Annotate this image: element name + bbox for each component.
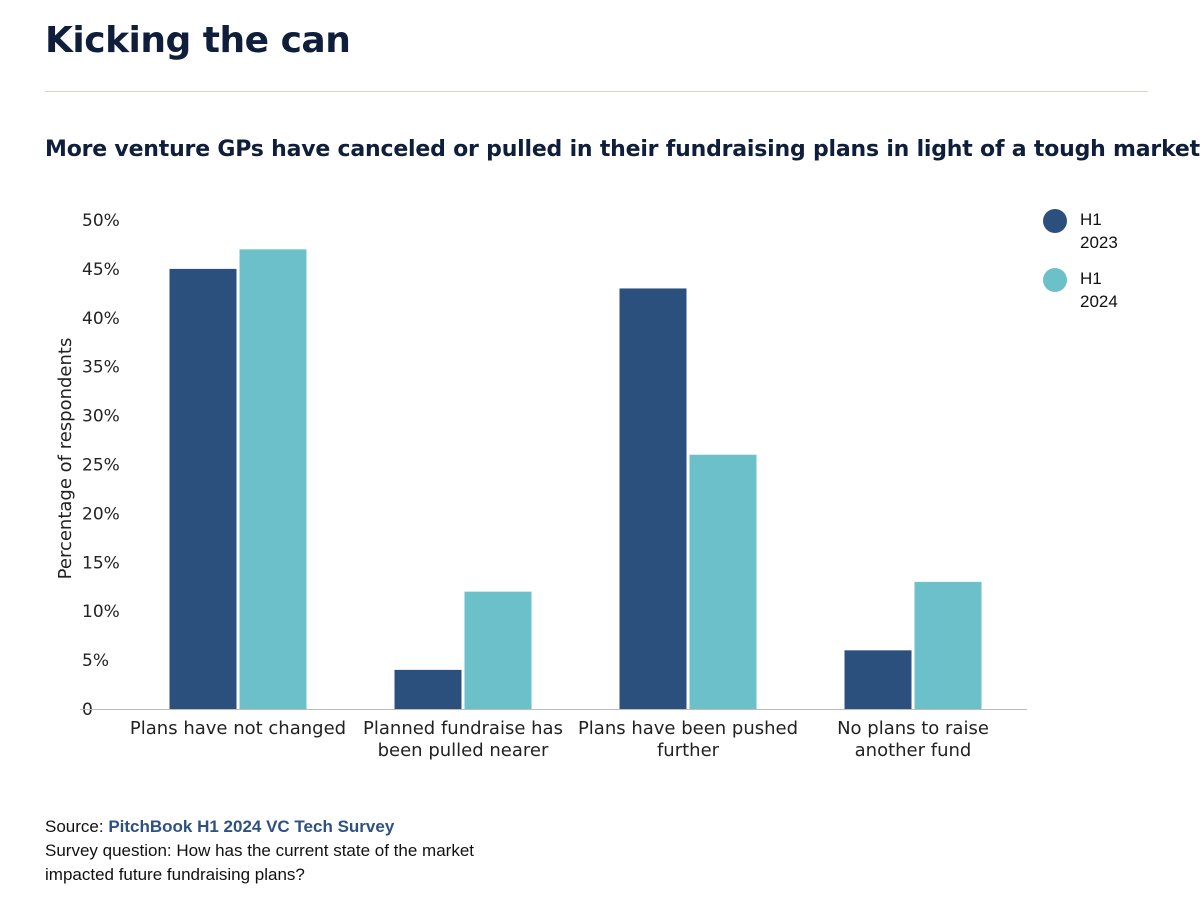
x-tick-label: another fund [855, 740, 972, 761]
y-tick-label: 10% [82, 602, 120, 622]
x-tick-label: been pulled nearer [378, 740, 549, 761]
bar-h1-2023-0 [169, 268, 237, 709]
bar-h1-2024-1 [464, 591, 532, 709]
x-tick-label: further [657, 740, 720, 761]
bar-h1-2023-1 [394, 669, 462, 709]
y-tick-label: 45% [82, 260, 120, 280]
legend-item-h1-2023: H1 2023 [1043, 208, 1128, 254]
chart-subtitle: More venture GPs have canceled or pulled… [45, 137, 1200, 162]
footer: Source: PitchBook H1 2024 VC Tech Survey… [45, 815, 515, 887]
x-tick-label: Planned fundraise has [363, 718, 563, 739]
legend-label-h1-2023-line2: 2023 [1080, 233, 1118, 252]
legend-label-h1-2024-line1: H1 [1080, 269, 1102, 288]
y-tick-label: 50% [82, 211, 120, 231]
survey-question: Survey question: How has the current sta… [45, 841, 474, 884]
y-tick-label: 25% [82, 456, 120, 476]
source-prefix: Source: [45, 817, 109, 836]
legend-label-h1-2024-line2: 2024 [1080, 292, 1118, 311]
chart-title: Kicking the can [45, 20, 351, 61]
legend-label-h1-2023-line1: H1 [1080, 210, 1102, 229]
legend-swatch-h1-2023 [1043, 209, 1067, 233]
y-tick-label: 30% [82, 407, 120, 427]
source-line: Source: PitchBook H1 2024 VC Tech Survey [45, 815, 515, 839]
title-divider [45, 91, 1148, 92]
bar-h1-2023-2 [619, 288, 687, 709]
bar-h1-2023-3 [844, 650, 912, 709]
bar-h1-2024-0 [239, 249, 307, 709]
y-tick-label: 5% [82, 651, 109, 671]
source-link[interactable]: PitchBook H1 2024 VC Tech Survey [108, 817, 395, 836]
x-tick-label: Plans have been pushed [578, 718, 798, 739]
legend: H1 2023 H1 2024 [1043, 208, 1128, 326]
x-tick-label: Plans have not changed [130, 718, 346, 739]
x-tick-label: No plans to raise [837, 718, 989, 739]
legend-swatch-h1-2024 [1043, 268, 1067, 292]
y-axis-title: Percentage of respondents [55, 338, 76, 580]
y-tick-label: 35% [82, 358, 120, 378]
legend-item-h1-2024: H1 2024 [1043, 267, 1128, 313]
bar-h1-2024-2 [689, 454, 757, 709]
bar-h1-2024-3 [914, 581, 982, 709]
y-tick-label: 20% [82, 504, 120, 524]
y-tick-label: 40% [82, 309, 120, 329]
y-tick-label: 15% [82, 553, 120, 573]
